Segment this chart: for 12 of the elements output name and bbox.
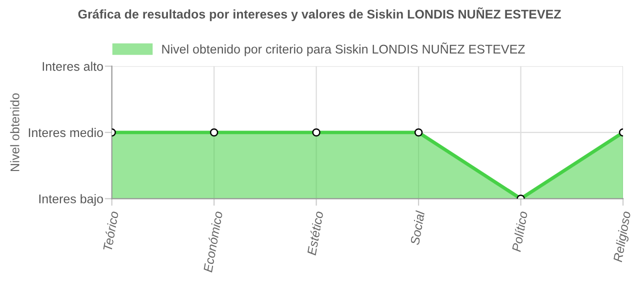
text: Interes alto <box>42 62 103 71</box>
legend-label: Nivel obtenido por criterio para Siskin LONDIS NUÑEZ ESTEVEZ <box>162 42 525 56</box>
x-tick-label: Teórico <box>102 210 119 251</box>
x-tick-label: Social <box>410 210 425 246</box>
text: Interes medio <box>28 128 103 138</box>
chart-title: Gráfica de resultados por intereses y valores de Siskin LONDIS NUÑEZ ESTEVEZ <box>78 7 561 22</box>
text: Interes bajo <box>39 194 103 206</box>
x-tick-label: Estético <box>306 210 324 256</box>
x-tick-label: Político <box>511 210 528 252</box>
x-tick-label: Económico <box>202 210 223 273</box>
text: Nivel obtenido <box>10 93 20 172</box>
x-tick-label: Religioso <box>612 210 634 263</box>
